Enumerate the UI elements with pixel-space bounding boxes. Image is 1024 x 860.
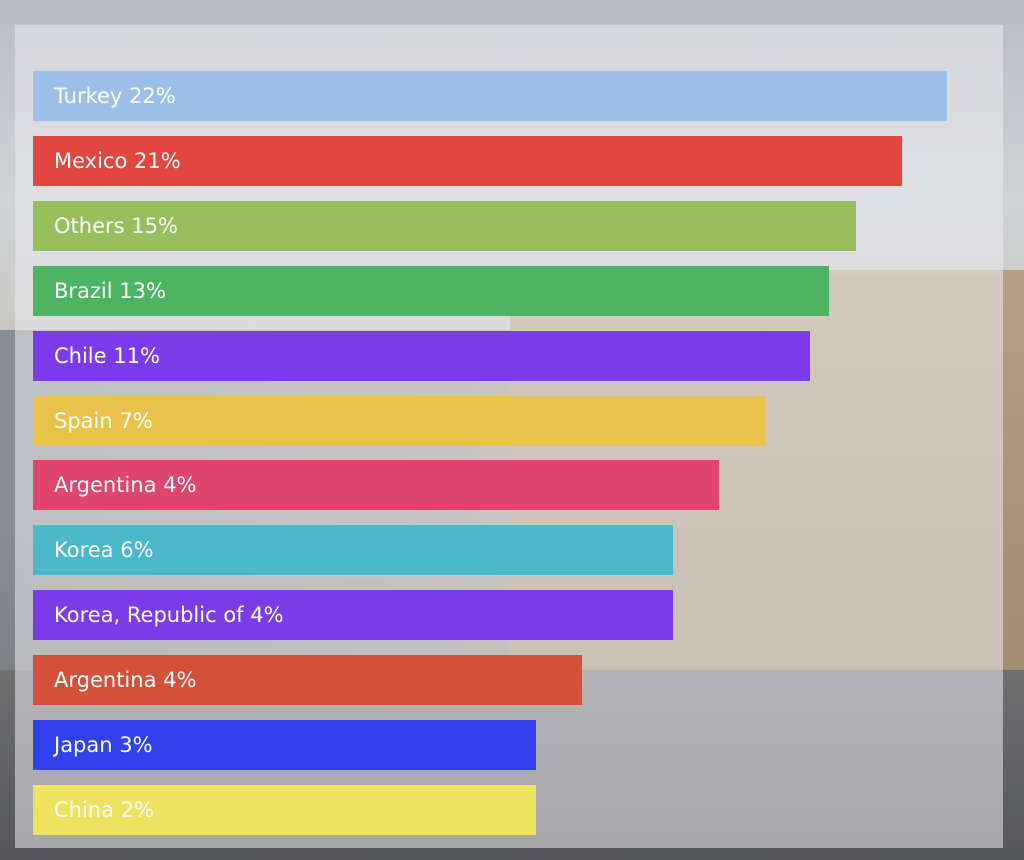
bar-item: Argentina 4% <box>33 460 719 511</box>
bar-item: Korea 6% <box>33 525 673 576</box>
bar-item: Korea, Republic of 4% <box>33 590 673 641</box>
bar-item: Others 15% <box>33 200 856 251</box>
bar-item: Argentina 4% <box>33 655 582 706</box>
bar-item: Chile 11% <box>33 330 810 381</box>
bar-item: China 2% <box>33 784 536 835</box>
bar-item: Brazil 13% <box>33 265 829 316</box>
bar-item: Turkey 22% <box>33 71 947 121</box>
bar-item: Spain 7% <box>33 395 765 446</box>
bar-item: Japan 3% <box>33 720 536 770</box>
bar-item: Mexico 21% <box>33 135 902 186</box>
